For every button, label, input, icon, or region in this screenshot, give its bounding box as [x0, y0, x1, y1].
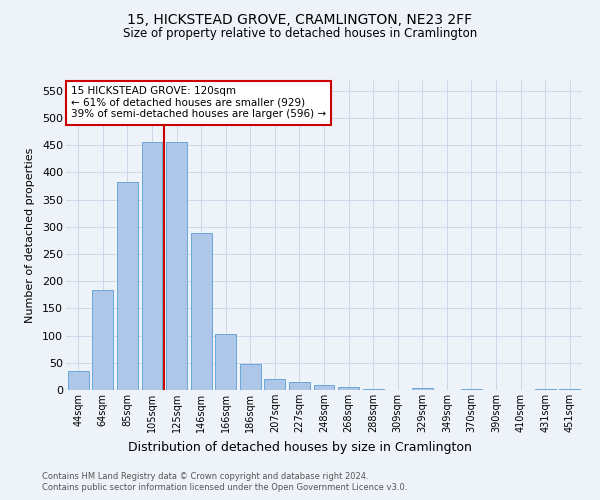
Bar — [142, 142, 163, 390]
Bar — [117, 182, 138, 390]
Bar — [412, 388, 433, 390]
Bar — [191, 234, 212, 390]
Bar — [166, 142, 187, 390]
Text: Size of property relative to detached houses in Cramlington: Size of property relative to detached ho… — [123, 28, 477, 40]
Bar — [240, 364, 261, 390]
Bar — [338, 386, 359, 390]
Text: Distribution of detached houses by size in Cramlington: Distribution of detached houses by size … — [128, 441, 472, 454]
Text: 15, HICKSTEAD GROVE, CRAMLINGTON, NE23 2FF: 15, HICKSTEAD GROVE, CRAMLINGTON, NE23 2… — [127, 12, 473, 26]
Text: 15 HICKSTEAD GROVE: 120sqm
← 61% of detached houses are smaller (929)
39% of sem: 15 HICKSTEAD GROVE: 120sqm ← 61% of deta… — [71, 86, 326, 120]
Y-axis label: Number of detached properties: Number of detached properties — [25, 148, 35, 322]
Text: Contains HM Land Registry data © Crown copyright and database right 2024.: Contains HM Land Registry data © Crown c… — [42, 472, 368, 481]
Bar — [92, 290, 113, 390]
Bar — [314, 384, 334, 390]
Bar — [265, 379, 286, 390]
Bar — [68, 371, 89, 390]
Text: Contains public sector information licensed under the Open Government Licence v3: Contains public sector information licen… — [42, 484, 407, 492]
Bar — [215, 334, 236, 390]
Bar — [289, 382, 310, 390]
